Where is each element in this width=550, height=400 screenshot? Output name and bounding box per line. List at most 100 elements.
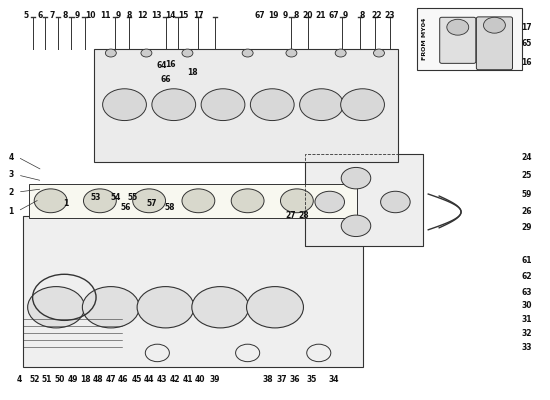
Text: 19: 19: [268, 11, 279, 20]
Circle shape: [341, 168, 371, 189]
Text: 30: 30: [521, 301, 532, 310]
Text: 14: 14: [164, 11, 175, 20]
Text: 1: 1: [63, 200, 69, 208]
Text: 44: 44: [144, 375, 155, 384]
Bar: [305, 154, 423, 246]
Text: 10: 10: [85, 11, 96, 20]
Text: 63: 63: [521, 288, 532, 297]
Bar: [95, 49, 398, 162]
Text: 42: 42: [169, 375, 180, 384]
Text: 36: 36: [290, 375, 300, 384]
Text: 17: 17: [193, 11, 204, 20]
Text: 57: 57: [147, 199, 157, 208]
Text: 55: 55: [128, 193, 138, 202]
FancyBboxPatch shape: [476, 17, 513, 70]
Text: 8: 8: [360, 11, 365, 20]
Text: 9: 9: [282, 11, 288, 20]
Text: 29: 29: [521, 223, 532, 232]
Text: 46: 46: [118, 375, 129, 384]
Circle shape: [373, 49, 384, 57]
Text: www.lambocars.com: www.lambocars.com: [162, 196, 256, 252]
Text: 62: 62: [521, 272, 532, 281]
Text: 8: 8: [293, 11, 299, 20]
Bar: [29, 184, 357, 218]
Text: 4: 4: [9, 152, 14, 162]
Circle shape: [340, 89, 384, 120]
Text: 32: 32: [521, 329, 532, 338]
Text: 7: 7: [50, 11, 55, 20]
Circle shape: [152, 89, 196, 120]
Text: 3: 3: [9, 170, 14, 180]
Text: 53: 53: [91, 193, 101, 202]
Text: 52: 52: [29, 375, 40, 384]
Text: 1: 1: [9, 207, 14, 216]
Text: 23: 23: [384, 11, 395, 20]
Text: 2: 2: [9, 188, 14, 196]
Text: 21: 21: [315, 11, 326, 20]
Text: 48: 48: [93, 375, 103, 384]
Circle shape: [447, 19, 469, 35]
Circle shape: [137, 286, 194, 328]
Circle shape: [280, 189, 314, 213]
Text: 18: 18: [188, 68, 198, 76]
Text: 35: 35: [306, 375, 317, 384]
Text: 64: 64: [156, 61, 167, 70]
Circle shape: [182, 49, 193, 57]
Text: 27: 27: [285, 210, 296, 220]
Circle shape: [315, 191, 344, 213]
Text: 33: 33: [521, 343, 532, 352]
Text: 25: 25: [521, 171, 532, 180]
Text: 8: 8: [62, 11, 68, 20]
Text: 17: 17: [521, 23, 532, 32]
Circle shape: [201, 89, 245, 120]
Text: 47: 47: [106, 375, 116, 384]
Text: 59: 59: [521, 190, 532, 198]
Circle shape: [28, 286, 85, 328]
Text: 39: 39: [210, 375, 220, 384]
Circle shape: [106, 49, 116, 57]
Circle shape: [300, 89, 343, 120]
Text: 58: 58: [164, 204, 175, 212]
Text: 65: 65: [521, 39, 532, 48]
Circle shape: [103, 89, 146, 120]
Text: 51: 51: [42, 375, 52, 384]
Text: 11: 11: [100, 11, 111, 20]
FancyBboxPatch shape: [439, 17, 476, 63]
Text: 26: 26: [521, 207, 532, 216]
Text: 15: 15: [178, 11, 189, 20]
Text: FROM MY04: FROM MY04: [422, 18, 427, 60]
Text: 61: 61: [521, 256, 532, 265]
Text: 56: 56: [121, 204, 131, 212]
Circle shape: [381, 191, 410, 213]
Text: 22: 22: [371, 11, 382, 20]
Circle shape: [242, 49, 253, 57]
Text: 67: 67: [328, 11, 339, 20]
Text: 40: 40: [195, 375, 205, 384]
Text: 9: 9: [74, 11, 80, 20]
Circle shape: [34, 189, 67, 213]
Circle shape: [335, 49, 346, 57]
Circle shape: [341, 215, 371, 236]
Text: 54: 54: [110, 193, 120, 202]
Text: 41: 41: [182, 375, 192, 384]
Circle shape: [246, 286, 304, 328]
Bar: [23, 216, 362, 367]
Text: 28: 28: [299, 210, 309, 220]
Text: 18: 18: [80, 375, 90, 384]
Text: 67: 67: [254, 11, 265, 20]
Text: 12: 12: [138, 11, 148, 20]
Text: 5: 5: [24, 11, 29, 20]
Text: 9: 9: [343, 11, 348, 20]
Circle shape: [84, 189, 116, 213]
Text: 13: 13: [151, 11, 162, 20]
Text: 49: 49: [67, 375, 78, 384]
Circle shape: [483, 17, 505, 33]
Circle shape: [82, 286, 139, 328]
Text: 20: 20: [302, 11, 313, 20]
Text: 6: 6: [37, 11, 42, 20]
Text: 50: 50: [55, 375, 65, 384]
Text: 24: 24: [521, 152, 532, 162]
Text: 16: 16: [164, 60, 175, 69]
Circle shape: [192, 286, 249, 328]
Bar: [417, 8, 522, 70]
